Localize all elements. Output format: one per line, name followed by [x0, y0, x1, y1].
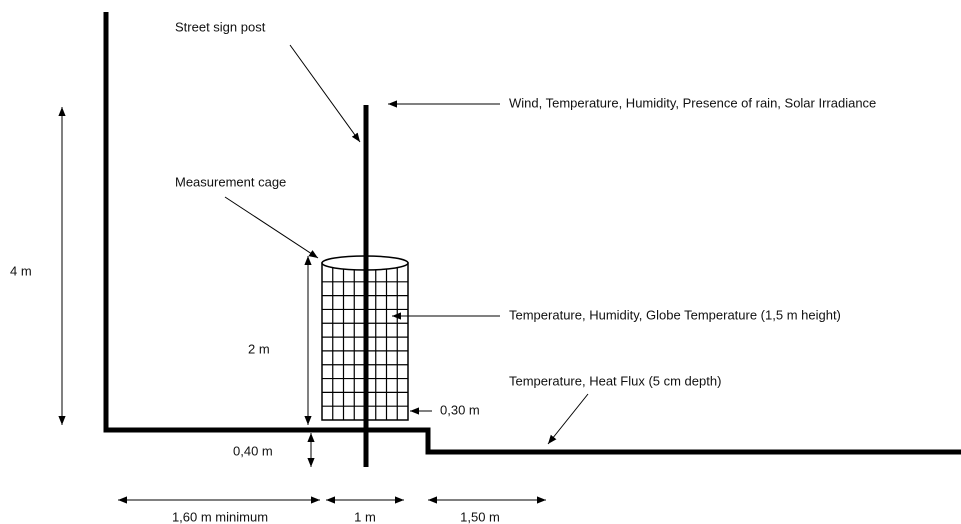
label: Wind, Temperature, Humidity, Presence of…: [509, 95, 876, 110]
pointer-arrow: [224, 196, 319, 259]
dimension-label: 1 m: [354, 509, 376, 524]
label: Temperature, Humidity, Globe Temperature…: [509, 307, 841, 322]
wall-ground: [103, 12, 961, 455]
pointer-arrow: [289, 44, 361, 143]
label: Measurement cage: [175, 174, 286, 189]
label: Temperature, Heat Flux (5 cm depth): [509, 373, 721, 388]
dimension-label: 4 m: [10, 263, 32, 278]
label: Street sign post: [175, 19, 266, 34]
dimension-label: 1,60 m minimum: [172, 509, 268, 524]
dimension-label: 1,50 m: [460, 509, 500, 524]
dimension-label: 0,40 m: [233, 443, 273, 458]
dimension-label: 0,30 m: [440, 402, 480, 417]
pointer-arrow: [547, 393, 589, 445]
dimension-label: 2 m: [248, 341, 270, 356]
